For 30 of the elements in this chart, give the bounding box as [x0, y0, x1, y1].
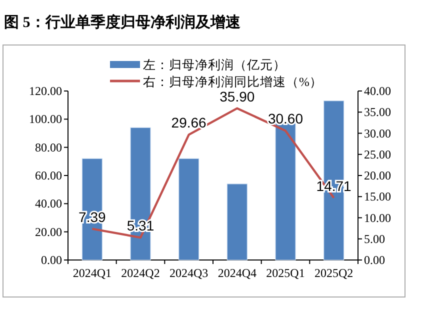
y2-tick-label: 35.00: [364, 105, 391, 120]
y-tick-label: 80.00: [35, 140, 62, 154]
bar: [178, 158, 200, 260]
data-label: 29.66: [171, 114, 207, 131]
y2-tick-label: 0.00: [364, 253, 385, 267]
y2-tick-label: 25.00: [364, 147, 391, 162]
x-tick-label: 2025Q1: [266, 266, 305, 280]
y2-tick-label: 15.00: [364, 190, 391, 204]
bar: [226, 184, 248, 260]
y-tick-label: 20.00: [35, 224, 62, 239]
x-tick-label: 2024Q2: [121, 266, 160, 280]
y2-tick-label: 20.00: [364, 168, 391, 182]
y2-tick-label: 30.00: [364, 126, 391, 140]
x-tick-label: 2024Q1: [72, 266, 112, 280]
y-tick-label: 0.00: [41, 253, 62, 267]
legend-label: 左：归母净利润（亿元）: [143, 58, 286, 72]
x-tick-label: 2025Q2: [314, 266, 354, 280]
y2-tick-label: 5.00: [364, 232, 385, 246]
data-label: 35.90: [220, 88, 255, 104]
y-tick-label: 40.00: [35, 196, 62, 211]
y2-tick-label: 40.00: [364, 84, 391, 98]
data-label: 30.60: [268, 110, 304, 127]
y-tick-label: 120.00: [29, 84, 62, 98]
legend-label: 右：归母净利润同比增速（%）: [143, 75, 322, 89]
x-tick-label: 2024Q4: [218, 266, 257, 280]
y-tick-label: 100.00: [29, 112, 62, 126]
chart-title: 图 5：行业单季度归母净利润及增速: [4, 13, 242, 31]
x-tick-label: 2024Q3: [169, 266, 208, 280]
y-tick-label: 60.00: [35, 168, 62, 182]
y2-tick-label: 10.00: [364, 210, 391, 225]
